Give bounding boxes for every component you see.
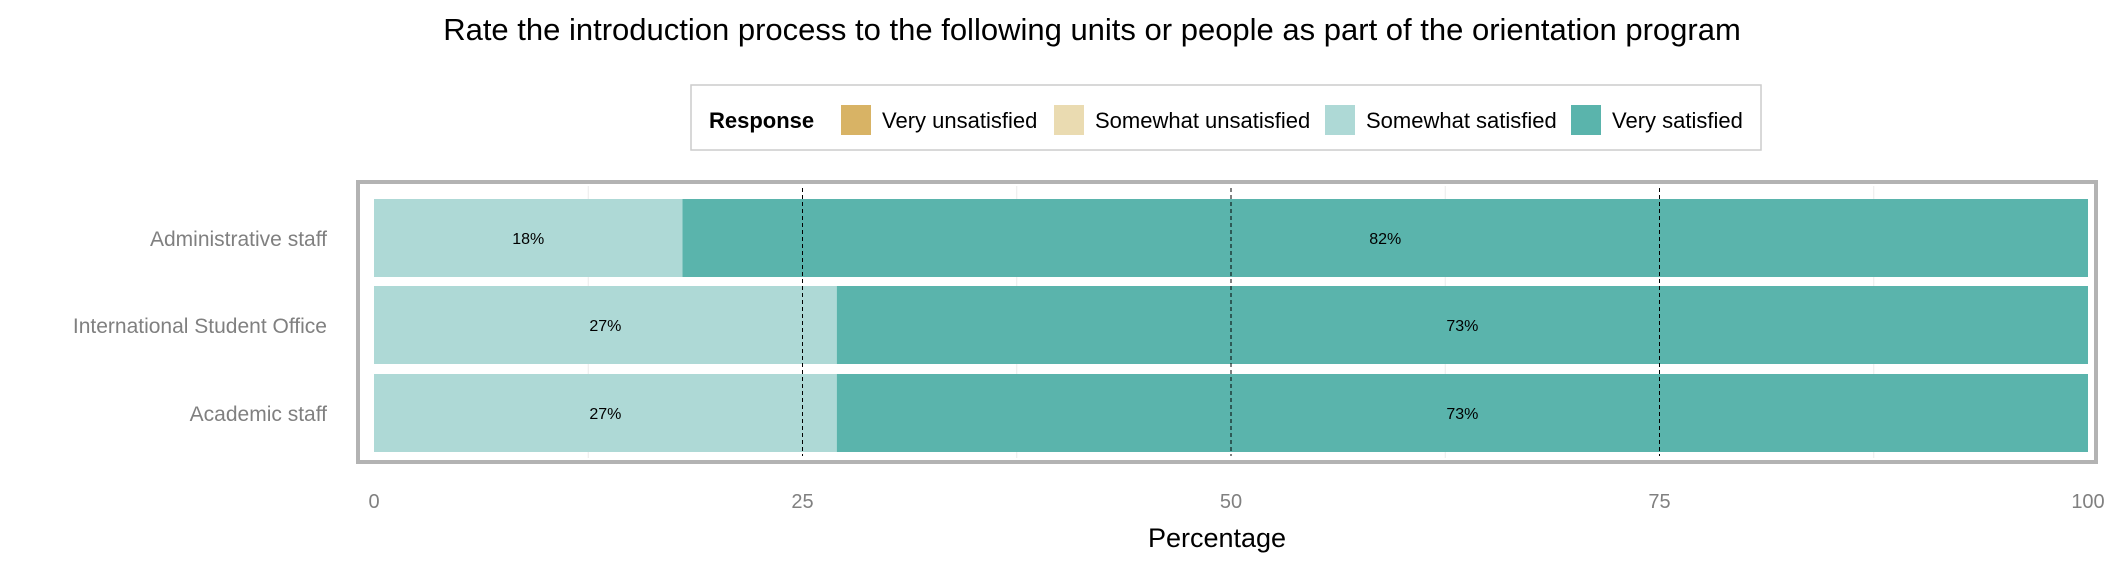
chart-title: Rate the introduction process to the fol… [443,12,1741,47]
x-tick-label: 25 [791,491,813,513]
legend: Response Very unsatisfied Somewhat unsati… [690,84,1762,151]
legend-label-very-unsatisfied: Very unsatisfied [882,108,1037,133]
legend-label-somewhat-unsatisfied: Somewhat unsatisfied [1095,108,1310,133]
bar-value-label: 73% [1446,406,1478,423]
reference-lines [802,188,1660,456]
legend-swatch-somewhat-unsatisfied [1054,105,1084,135]
plot-area: 18% 82% 27% 73% 27% 73% [356,180,2098,464]
legend-swatch-very-unsatisfied [841,105,871,135]
legend-label-very-satisfied: Very satisfied [1612,108,1743,133]
bar-labels: 18% 82% 27% 73% 27% 73% [512,231,1478,423]
x-axis-label: Percentage [1148,523,1286,553]
x-tick-label: 75 [1648,491,1670,513]
bar-academic-staff-somewhat-satisfied [374,374,837,452]
bar-academic-staff-very-satisfied [836,374,2088,452]
bar-value-label: 27% [589,406,621,423]
x-tick-label: 50 [1220,491,1242,513]
bar-international-student-office-somewhat-satisfied [374,286,837,364]
bar-value-label: 82% [1369,231,1401,248]
y-tick-label-administrative-staff: Administrative staff [150,228,327,251]
x-tick-label: 100 [2071,491,2104,513]
bar-value-label: 18% [512,231,544,248]
plot-border [356,180,2098,464]
legend-title: Response [709,108,814,133]
bar-international-student-office-very-satisfied [836,286,2088,364]
bar-value-label: 27% [589,318,621,335]
y-tick-label-international-student-office: International Student Office [73,315,327,338]
legend-swatch-very-satisfied [1571,105,1601,135]
legend-label-somewhat-satisfied: Somewhat satisfied [1366,108,1557,133]
x-axis-ticks: 0 25 50 75 100 [368,491,2104,513]
bar-administrative-staff-very-satisfied [682,199,2088,277]
bar-administrative-staff-somewhat-satisfied [374,199,683,277]
legend-swatch-somewhat-satisfied [1325,105,1355,135]
x-tick-label: 0 [368,491,379,513]
y-tick-label-academic-staff: Academic staff [190,403,328,426]
bar-value-label: 73% [1446,318,1478,335]
bars [374,199,2088,452]
y-axis-labels: Administrative staff International Studen… [73,228,327,426]
